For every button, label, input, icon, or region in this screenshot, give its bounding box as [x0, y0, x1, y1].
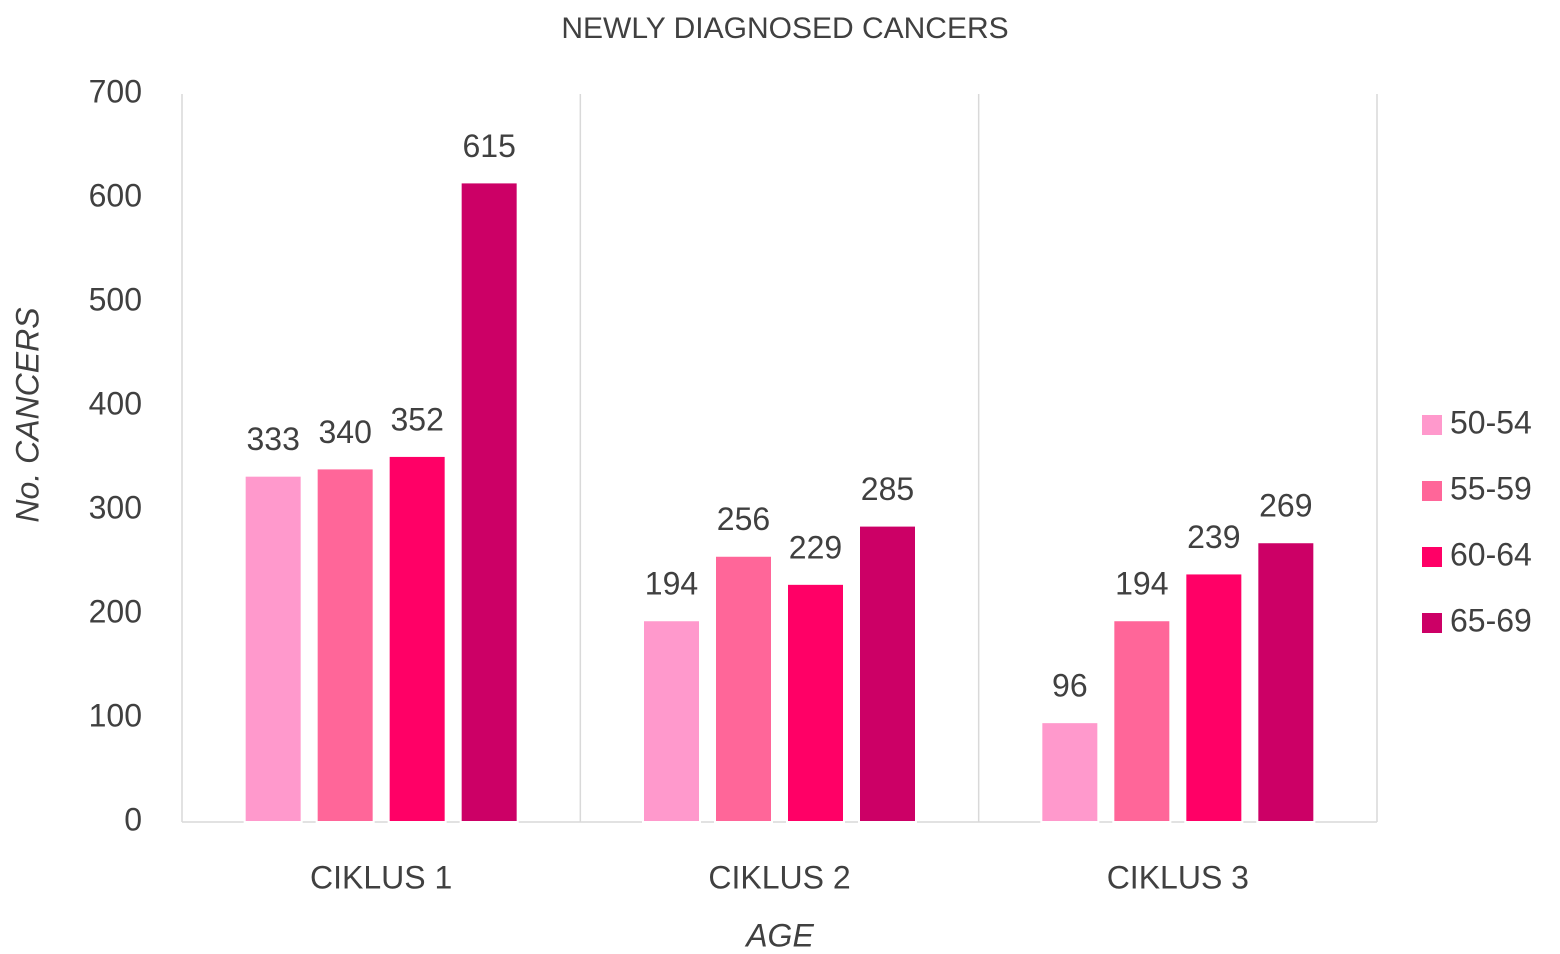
bar — [858, 524, 917, 823]
legend-label: 50-54 — [1450, 404, 1532, 440]
legend-label: 65-69 — [1450, 602, 1532, 638]
data-label: 269 — [1259, 488, 1312, 524]
legend-swatch — [1422, 415, 1442, 435]
y-tick-label: 700 — [89, 73, 142, 109]
data-label: 194 — [645, 566, 698, 602]
bar — [459, 181, 519, 823]
y-axis-title: No. CANCERS — [9, 307, 45, 522]
y-tick-label: 100 — [89, 697, 142, 733]
data-label: 340 — [318, 414, 371, 450]
bar — [642, 619, 701, 823]
x-tick-label: CIKLUS 3 — [1107, 859, 1249, 895]
data-label: 229 — [789, 529, 842, 565]
bar — [714, 554, 773, 823]
y-tick-label: 400 — [89, 385, 142, 421]
legend-label: 60-64 — [1450, 536, 1532, 572]
legend-label: 55-59 — [1450, 470, 1532, 506]
bar — [387, 454, 447, 823]
legend-swatch — [1422, 613, 1442, 633]
x-axis-title: AGE — [744, 917, 814, 953]
legend-swatch — [1422, 547, 1442, 567]
data-label: 285 — [861, 471, 914, 507]
legend-swatch — [1422, 481, 1442, 501]
data-label: 615 — [462, 128, 515, 164]
bar — [243, 474, 303, 823]
y-tick-label: 600 — [89, 177, 142, 213]
data-label: 96 — [1052, 668, 1088, 704]
bar — [786, 582, 845, 824]
data-label: 194 — [1115, 566, 1168, 602]
bar — [315, 467, 375, 823]
bar — [1040, 721, 1100, 823]
bar — [1112, 619, 1172, 823]
y-tick-label: 300 — [89, 489, 142, 525]
data-label: 239 — [1187, 519, 1240, 555]
data-label: 256 — [717, 501, 770, 537]
y-tick-label: 0 — [124, 801, 142, 837]
data-label: 352 — [390, 401, 443, 437]
x-tick-label: CIKLUS 2 — [708, 859, 850, 895]
chart-title: NEWLY DIAGNOSED CANCERS — [561, 12, 1008, 45]
y-tick-label: 200 — [89, 593, 142, 629]
data-label: 333 — [246, 421, 299, 457]
bar — [1184, 572, 1244, 823]
y-tick-label: 500 — [89, 281, 142, 317]
x-tick-label: CIKLUS 1 — [310, 859, 452, 895]
bar — [1256, 541, 1316, 823]
